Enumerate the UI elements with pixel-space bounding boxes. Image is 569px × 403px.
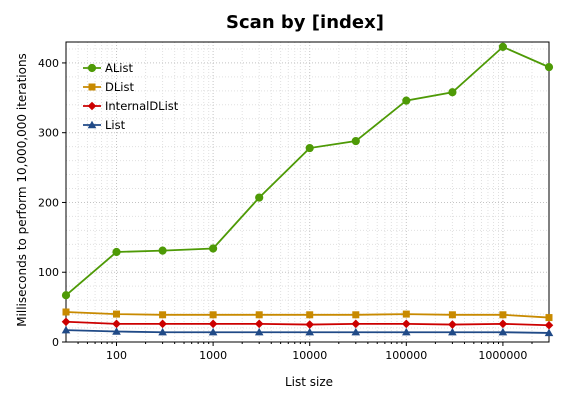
data-point-dlist bbox=[545, 314, 553, 322]
legend-marker-dlist bbox=[88, 83, 96, 91]
data-point-internaldlist bbox=[112, 319, 121, 329]
y-axis-label: Milliseconds to perform 10,000,000 itera… bbox=[15, 53, 29, 327]
data-point-list bbox=[402, 327, 411, 336]
data-point-alist bbox=[158, 246, 167, 255]
data-point-list bbox=[158, 327, 167, 336]
data-point-internaldlist bbox=[448, 320, 457, 329]
data-point-list bbox=[305, 327, 315, 336]
series-alist bbox=[61, 42, 554, 300]
data-point-alist bbox=[544, 63, 554, 72]
data-point-alist bbox=[112, 247, 121, 257]
data-point-alist bbox=[305, 143, 314, 153]
data-point-internaldlist bbox=[158, 319, 167, 329]
legend-label-internaldlist: InternalDList bbox=[105, 99, 179, 113]
series-layer bbox=[61, 42, 554, 337]
data-point-dlist bbox=[159, 311, 167, 319]
data-point-internaldlist bbox=[402, 319, 411, 329]
grid bbox=[66, 42, 549, 342]
data-point-dlist bbox=[499, 311, 507, 319]
data-point-list bbox=[61, 325, 71, 334]
chart-title: Scan by [index] bbox=[226, 12, 384, 33]
data-point-internaldlist bbox=[498, 319, 508, 329]
x-tick-label: 10000 bbox=[292, 349, 327, 362]
data-point-internaldlist bbox=[544, 320, 554, 330]
data-point-dlist bbox=[306, 311, 314, 319]
data-point-list bbox=[254, 327, 264, 336]
legend-marker-internaldlist bbox=[87, 101, 97, 111]
y-tick-label: 400 bbox=[38, 57, 59, 70]
data-point-dlist bbox=[255, 311, 263, 319]
x-tick-label: 1000000 bbox=[478, 349, 527, 362]
data-point-list bbox=[544, 328, 554, 337]
legend-label-list: List bbox=[105, 118, 126, 132]
data-point-dlist bbox=[62, 308, 70, 316]
data-point-list bbox=[351, 327, 361, 336]
data-point-internaldlist bbox=[254, 319, 264, 329]
y-tick-label: 200 bbox=[38, 196, 59, 209]
data-point-list bbox=[498, 327, 508, 336]
x-tick-label: 1000 bbox=[199, 349, 227, 362]
data-point-alist bbox=[61, 291, 71, 300]
data-point-dlist bbox=[209, 311, 217, 319]
series-internaldlist bbox=[61, 317, 554, 330]
y-tick-label: 300 bbox=[38, 127, 59, 140]
legend-label-alist: AList bbox=[105, 61, 133, 75]
data-point-internaldlist bbox=[305, 320, 315, 329]
legend-marker-alist bbox=[87, 63, 97, 73]
series-dlist bbox=[62, 308, 553, 322]
data-point-dlist bbox=[113, 310, 121, 318]
legend-marker-list bbox=[87, 120, 97, 129]
data-point-alist bbox=[498, 42, 508, 51]
data-point-list bbox=[448, 327, 457, 336]
data-point-alist bbox=[448, 88, 457, 97]
legend-label-dlist: DList bbox=[105, 80, 134, 94]
plot-area bbox=[65, 41, 550, 343]
data-point-internaldlist bbox=[208, 319, 218, 329]
data-point-dlist bbox=[448, 311, 456, 319]
data-point-dlist bbox=[402, 310, 410, 318]
data-point-internaldlist bbox=[61, 317, 71, 327]
data-point-list bbox=[208, 327, 218, 336]
data-point-list bbox=[112, 327, 121, 335]
x-axis-label: List size bbox=[285, 375, 333, 389]
axis-ticks: 0 100 200 300 400 100 1000 10000 100000 1000000 bbox=[38, 57, 533, 362]
x-tick-label: 100000 bbox=[385, 349, 427, 362]
data-point-alist bbox=[209, 244, 218, 253]
x-tick-label: 100 bbox=[106, 349, 127, 362]
series-list bbox=[61, 325, 554, 337]
y-tick-label: 100 bbox=[38, 266, 59, 279]
legend: AList DList InternalDList List bbox=[83, 61, 179, 132]
data-point-alist bbox=[255, 193, 264, 202]
data-point-internaldlist bbox=[351, 319, 361, 329]
data-point-dlist bbox=[352, 311, 360, 319]
data-point-alist bbox=[351, 136, 360, 146]
y-tick-label: 0 bbox=[52, 336, 59, 349]
data-point-alist bbox=[402, 96, 411, 105]
